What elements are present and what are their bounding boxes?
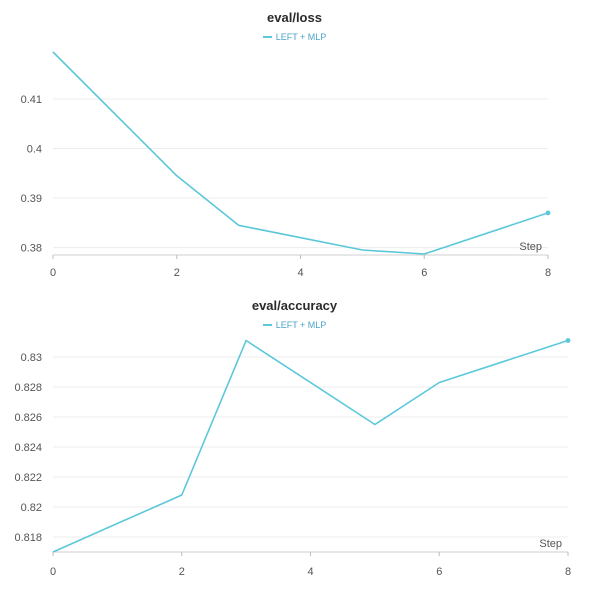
chart-title: eval/accuracy [251,298,338,313]
chart-legend[interactable]: LEFT + MLP [0,32,589,42]
y-tick-label: 0.822 [14,472,42,484]
y-tick-label: 0.82 [21,502,42,514]
y-tick-label: 0.41 [21,94,42,106]
loss-chart-svg[interactable]: 0.38 0.39 0.4 0.41 0 2 4 6 8 Step [0,0,589,285]
x-axis-label: Step [539,538,562,550]
legend-label: LEFT + MLP [275,320,327,330]
chart-legend[interactable]: LEFT + MLP [0,320,589,330]
y-tick-label: 0.38 [21,243,42,255]
y-tick-label: 0.818 [14,532,42,544]
x-tick-label: 6 [421,267,427,279]
y-tick-label: 0.83 [21,352,42,364]
series-end-point[interactable] [565,338,571,343]
series-line[interactable] [52,339,569,553]
y-tick-label: 0.39 [21,193,42,205]
x-tick-label: 2 [174,267,180,279]
x-tick-label: 0 [50,566,56,578]
y-tick-label: 0.4 [27,144,42,156]
loss-chart-panel: eval/loss LEFT + MLP 0.38 0.39 0.4 0.41 0 2 4 6… [0,0,589,285]
accuracy-chart-panel: eval/accuracy LEFT + MLP 0.818 0.82 0.822 0… [0,290,589,589]
x-tick-label: 4 [307,566,313,578]
x-tick-label: 0 [50,267,56,279]
x-tick-label: 2 [179,566,185,578]
x-tick-label: 8 [565,566,571,578]
chart-title: eval/loss [267,10,322,25]
y-tick-label: 0.824 [14,442,42,454]
legend-label: LEFT + MLP [275,32,327,42]
legend-swatch [262,35,272,38]
x-tick-label: 4 [297,267,303,279]
series-end-point[interactable] [545,210,551,216]
legend-swatch [262,323,272,326]
x-axis-label: Step [519,241,542,253]
accuracy-chart-svg[interactable]: 0.818 0.82 0.822 0.824 0.826 0.828 0.83 0 2 4 6 8 St… [0,290,589,589]
y-tick-label: 0.826 [14,412,42,424]
series-line[interactable] [52,51,549,255]
x-tick-label: 6 [436,566,442,578]
x-tick-label: 8 [545,267,551,279]
y-tick-label: 0.828 [14,382,42,394]
